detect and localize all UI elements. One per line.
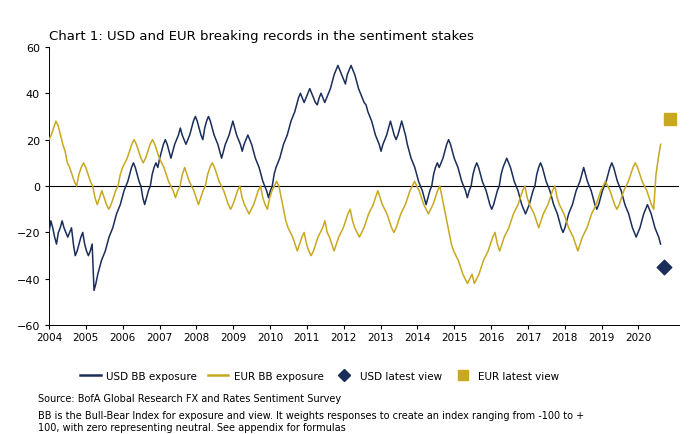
Point	[664, 116, 676, 123]
Text: Chart 1: USD and EUR breaking records in the sentiment stakes: Chart 1: USD and EUR breaking records in…	[49, 30, 474, 43]
Text: BB is the Bull-Bear Index for exposure and view. It weights responses to create : BB is the Bull-Bear Index for exposure a…	[38, 410, 584, 432]
Point	[659, 264, 670, 271]
Text: Source: BofA Global Research FX and Rates Sentiment Survey: Source: BofA Global Research FX and Rate…	[38, 393, 342, 403]
Legend: USD BB exposure, EUR BB exposure, USD latest view, EUR latest view: USD BB exposure, EUR BB exposure, USD la…	[76, 367, 564, 385]
